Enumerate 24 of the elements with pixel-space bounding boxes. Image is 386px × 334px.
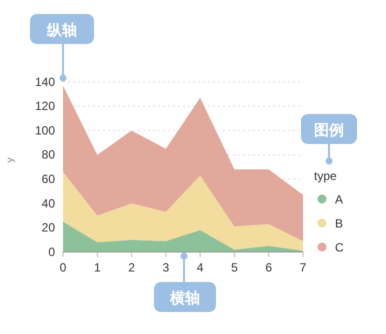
x-tick-label: 3 [162,260,170,275]
x-tick-label: 6 [265,260,272,275]
y-tick-label: 80 [42,148,56,162]
legend-title: type [314,169,338,183]
x-tick-label: 0 [60,260,67,275]
legend-label: C [335,240,344,254]
x-tick-label: 1 [94,260,101,275]
y-tick-label: 60 [42,172,56,186]
y-tick-label: 40 [42,196,56,210]
legend-label: B [335,216,344,230]
text: 纵轴 [46,22,77,39]
y-tick-label: 100 [34,123,56,138]
x-tick-label: 7 [300,260,307,275]
x-tick-label: 4 [196,260,204,275]
x-tick-label: 5 [231,260,238,275]
y-tick-label: 0 [48,244,56,259]
y-axis-title: y [5,158,16,162]
text: 图例 [314,122,344,139]
y-tick-label: 120 [34,99,56,114]
y-tick-label: 140 [34,74,56,89]
text: 横轴 [169,290,200,307]
y-tick-label: 20 [42,220,56,235]
x-tick-label: 2 [128,260,136,275]
legend-label: A [335,192,344,206]
